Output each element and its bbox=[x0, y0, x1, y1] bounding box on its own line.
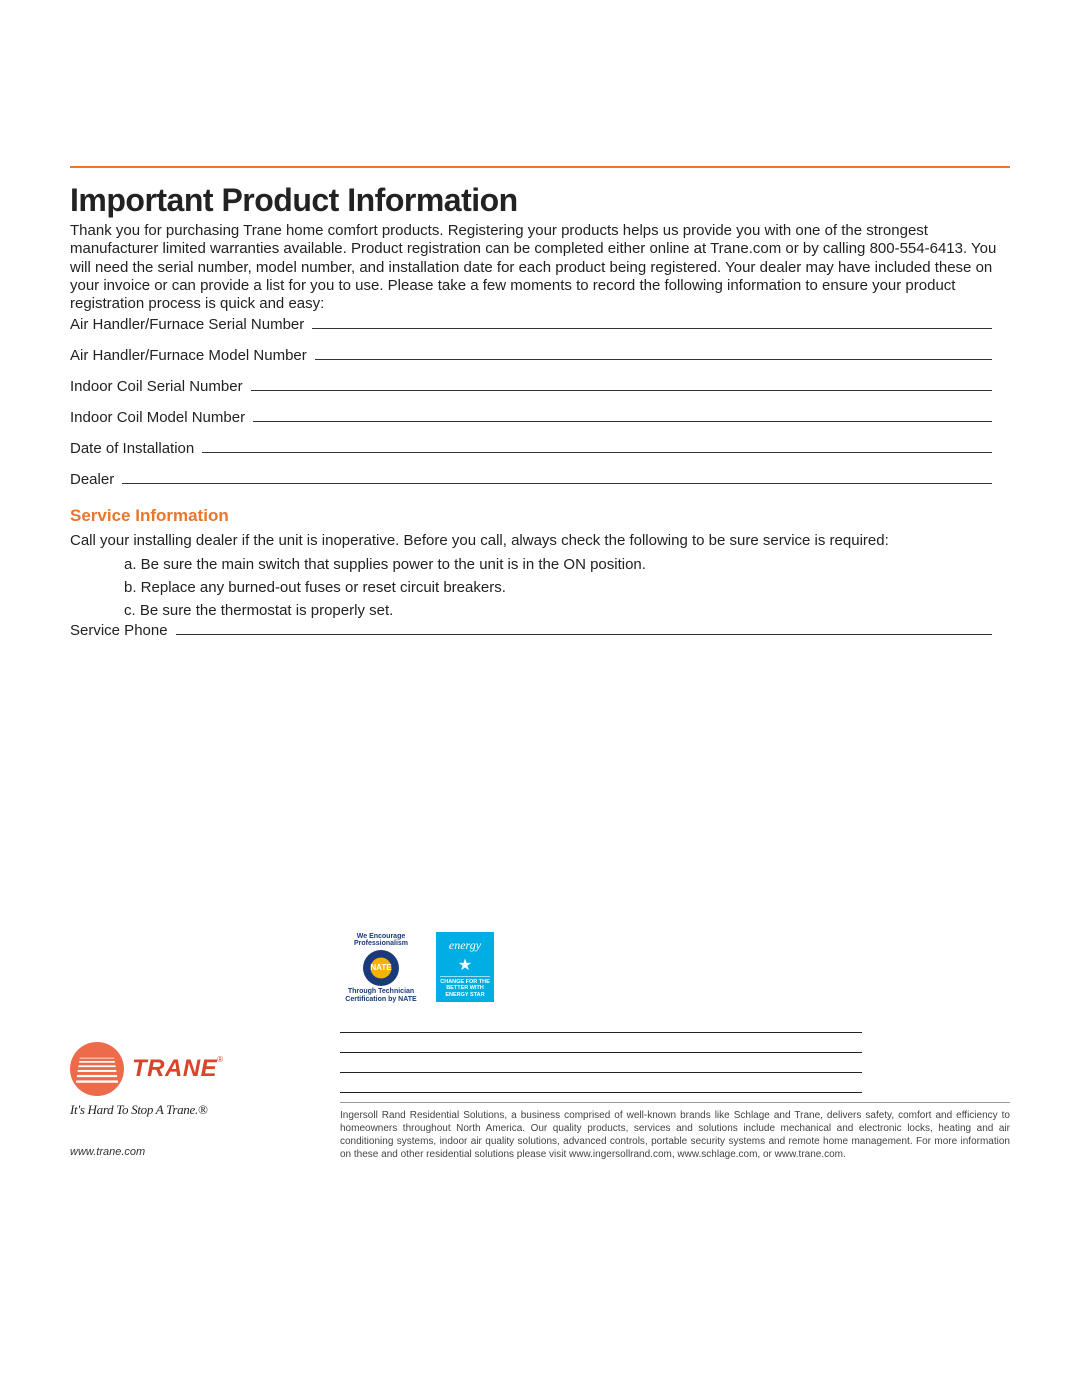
field-indoor-coil-model: Indoor Coil Model Number bbox=[70, 409, 1010, 426]
service-heading: Service Information bbox=[70, 506, 229, 526]
nate-top-text: We Encourage Professionalism bbox=[340, 933, 422, 948]
field-label: Air Handler/Furnace Serial Number bbox=[70, 316, 304, 333]
energy-text: CHANGE FOR THE BETTER WITH ENERGY STAR bbox=[440, 976, 490, 998]
field-dealer: Dealer bbox=[70, 471, 1010, 488]
field-label: Service Phone bbox=[70, 622, 168, 639]
input-line[interactable] bbox=[253, 410, 992, 422]
brand-tagline: It's Hard To Stop A Trane.® bbox=[70, 1102, 290, 1118]
input-line[interactable] bbox=[312, 317, 992, 329]
nate-bottom-text: Through Technician Certification by NATE bbox=[340, 988, 422, 1003]
energy-star-badge-icon: energy ★ CHANGE FOR THE BETTER WITH ENER… bbox=[436, 932, 494, 1002]
trane-logo: TRANE® bbox=[70, 1042, 290, 1096]
nate-badge-icon: We Encourage Professionalism NATE Throug… bbox=[340, 932, 422, 1004]
legal-text: Ingersoll Rand Residential Solutions, a … bbox=[340, 1102, 1010, 1161]
field-service-phone: Service Phone bbox=[70, 622, 1010, 639]
certification-badges: We Encourage Professionalism NATE Throug… bbox=[340, 932, 494, 1004]
field-label: Indoor Coil Model Number bbox=[70, 409, 245, 426]
service-checklist: a. Be sure the main switch that supplies… bbox=[124, 556, 1010, 625]
field-label: Date of Installation bbox=[70, 440, 194, 457]
note-line[interactable] bbox=[340, 1033, 862, 1053]
page-title: Important Product Information bbox=[70, 182, 518, 219]
note-line[interactable] bbox=[340, 1053, 862, 1073]
service-intro: Call your installing dealer if the unit … bbox=[70, 532, 1010, 549]
nate-seal-icon: NATE bbox=[363, 950, 399, 986]
energy-script: energy bbox=[449, 938, 481, 953]
star-icon: ★ bbox=[458, 955, 472, 975]
input-line[interactable] bbox=[251, 379, 992, 391]
field-label: Dealer bbox=[70, 471, 114, 488]
input-line[interactable] bbox=[176, 623, 992, 635]
trane-globe-icon bbox=[70, 1042, 124, 1096]
input-line[interactable] bbox=[122, 472, 992, 484]
list-item: b. Replace any burned-out fuses or reset… bbox=[124, 579, 1010, 596]
note-lines[interactable] bbox=[340, 1013, 862, 1093]
input-line[interactable] bbox=[202, 441, 992, 453]
field-air-handler-serial: Air Handler/Furnace Serial Number bbox=[70, 316, 1010, 333]
field-label: Indoor Coil Serial Number bbox=[70, 378, 243, 395]
note-line[interactable] bbox=[340, 1073, 862, 1093]
list-item: c. Be sure the thermostat is properly se… bbox=[124, 602, 1010, 619]
page: Important Product Information Thank you … bbox=[0, 0, 1080, 1397]
field-install-date: Date of Installation bbox=[70, 440, 1010, 457]
field-label: Air Handler/Furnace Model Number bbox=[70, 347, 307, 364]
field-air-handler-model: Air Handler/Furnace Model Number bbox=[70, 347, 1010, 364]
field-indoor-coil-serial: Indoor Coil Serial Number bbox=[70, 378, 1010, 395]
list-item: a. Be sure the main switch that supplies… bbox=[124, 556, 1010, 573]
brand-block: TRANE® It's Hard To Stop A Trane.® www.t… bbox=[70, 1042, 290, 1158]
brand-website: www.trane.com bbox=[70, 1146, 290, 1158]
note-line[interactable] bbox=[340, 1013, 862, 1033]
input-line[interactable] bbox=[315, 348, 992, 360]
intro-paragraph: Thank you for purchasing Trane home comf… bbox=[70, 222, 1010, 313]
top-rule bbox=[70, 166, 1010, 168]
trane-wordmark: TRANE® bbox=[132, 1055, 223, 1083]
product-form: Air Handler/Furnace Serial Number Air Ha… bbox=[70, 316, 1010, 502]
